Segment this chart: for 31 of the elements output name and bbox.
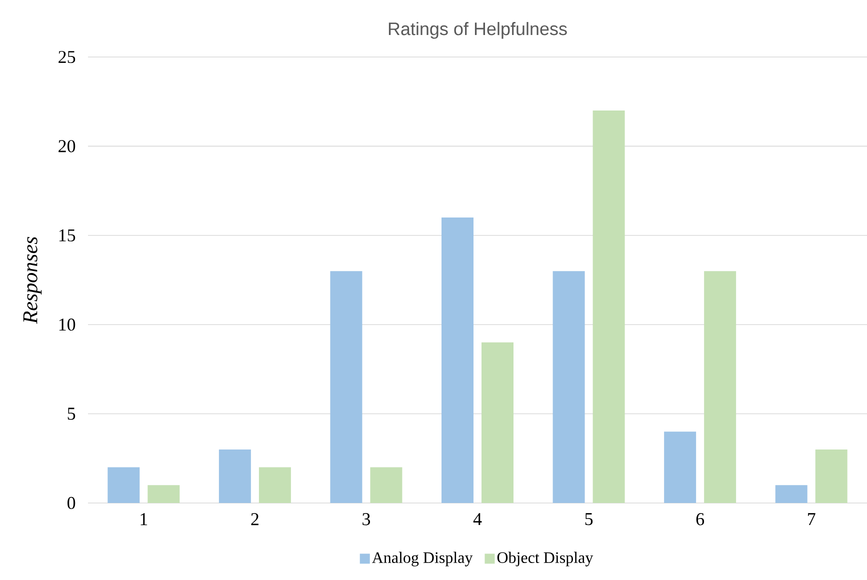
x-tick-label: 3 [362,513,370,526]
bar [442,218,474,503]
bar [815,449,848,503]
x-tick-label: 2 [251,513,258,526]
x-tick-label: 5 [585,513,593,526]
bar [258,467,291,503]
legend-label: Object Display [497,552,594,566]
bar [704,271,736,503]
y-axis-title: Responses [23,236,42,324]
bar [108,467,140,503]
bar [664,432,696,503]
x-tick-label: 7 [808,513,816,525]
bar [552,271,585,503]
bar [592,110,625,503]
bar [482,342,514,503]
x-tick-label: 1 [140,513,148,526]
bar [775,485,808,503]
bar [370,467,402,503]
bar [148,485,180,503]
bar [330,271,362,503]
bar [218,449,251,503]
x-tick-label: 4 [473,513,482,526]
x-tick-label: 6 [696,513,704,526]
y-tick-label: 5 [68,408,76,420]
y-tick-label: 10 [59,318,76,331]
y-tick-label: 20 [58,140,76,152]
y-tick-label: 15 [59,229,76,242]
y-tick-label: 25 [58,50,76,64]
y-tick-label: 0 [68,496,76,510]
chart-title: Ratings of Helpfulness [388,22,567,39]
legend-label: Analog Display [372,552,473,566]
